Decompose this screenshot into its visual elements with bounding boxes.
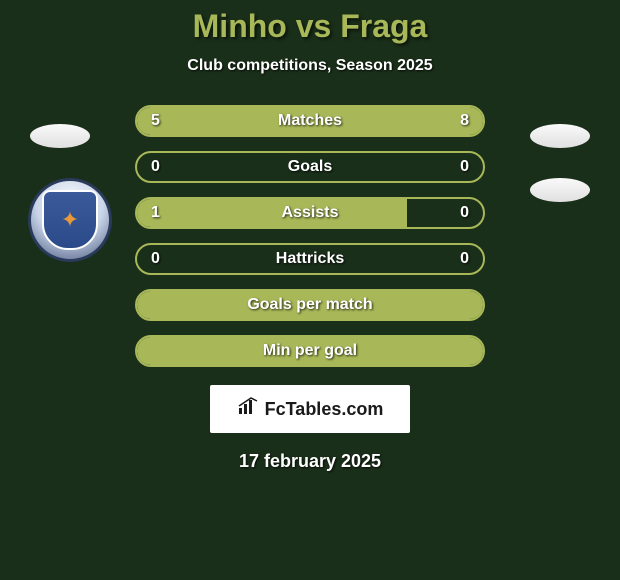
bar-label: Hattricks — [276, 250, 344, 268]
bar-label: Matches — [278, 112, 342, 130]
bar-value-left: 1 — [151, 204, 160, 222]
bar-goals-per-match: Goals per match — [135, 289, 485, 321]
bar-label: Goals per match — [247, 296, 372, 314]
bar-label: Assists — [282, 204, 339, 222]
bar-matches: 5 Matches 8 — [135, 105, 485, 137]
bar-value-right: 0 — [460, 158, 469, 176]
bar-goals: 0 Goals 0 — [135, 151, 485, 183]
bar-min-per-goal: Min per goal — [135, 335, 485, 367]
player-badge-right-1 — [530, 124, 590, 148]
bar-hattricks: 0 Hattricks 0 — [135, 243, 485, 275]
chart-icon — [237, 396, 261, 422]
footer-logo-text: FcTables.com — [265, 399, 384, 420]
bar-assists: 1 Assists 0 — [135, 197, 485, 229]
bar-value-left: 5 — [151, 112, 160, 130]
player-badge-left-1 — [30, 124, 90, 148]
bar-value-left: 0 — [151, 250, 160, 268]
bar-fill-left — [137, 199, 407, 227]
crest-shield-icon: ✦ — [42, 190, 98, 250]
page-subtitle: Club competitions, Season 2025 — [0, 57, 620, 75]
club-crest-left: ✦ — [28, 178, 112, 262]
footer-date: 17 february 2025 — [0, 451, 620, 472]
bar-value-right: 0 — [460, 250, 469, 268]
bar-value-right: 0 — [460, 204, 469, 222]
bar-value-right: 8 — [460, 112, 469, 130]
bar-label: Goals — [288, 158, 332, 176]
bar-label: Min per goal — [263, 342, 357, 360]
player-badge-right-2 — [530, 178, 590, 202]
page-title: Minho vs Fraga — [0, 8, 620, 45]
comparison-bars: 5 Matches 8 0 Goals 0 1 Assists 0 0 Hatt… — [135, 105, 485, 367]
bar-value-left: 0 — [151, 158, 160, 176]
crest-star-icon: ✦ — [61, 207, 79, 233]
main-container: Minho vs Fraga Club competitions, Season… — [0, 0, 620, 472]
footer-logo: FcTables.com — [210, 385, 410, 433]
